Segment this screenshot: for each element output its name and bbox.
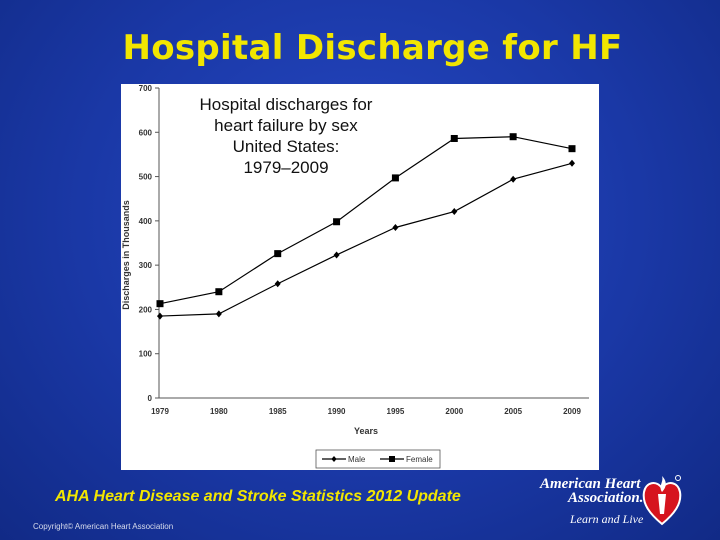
data-point-female [391,174,399,182]
chart-title-line-1: Hospital discharges for [199,95,373,114]
chart-title-line-2: heart failure by sex [214,116,358,135]
chart-title-line-3: United States: [232,137,340,156]
y-tick-label: 300 [139,261,153,270]
legend-marker-male [331,456,337,462]
data-point-female [215,288,223,296]
x-tick-label: 1979 [151,407,169,416]
series-line-male [159,162,573,317]
copyright-text: Copyright© American Heart Association [33,522,174,531]
x-tick-label: 1990 [328,407,346,416]
data-point-female [568,145,576,153]
data-point-male [510,175,517,183]
x-axis-title: Years [354,426,378,436]
data-point-female [450,134,458,142]
x-tick-label: 2000 [445,407,463,416]
data-point-male [333,251,340,259]
y-tick-label: 200 [139,305,153,314]
data-point-male [569,159,575,167]
y-tick-label: 700 [139,84,153,93]
series-line-female [159,136,573,305]
data-point-female [333,218,341,226]
x-tick-label: 1995 [387,407,405,416]
logo-text-line1: American Heart [540,476,641,492]
data-point-female [156,300,164,308]
x-tick-label: 1985 [269,407,287,416]
data-point-female [509,133,517,141]
x-tick-label: 2009 [563,407,581,416]
logo-text-line3: Learn and Live [570,512,644,526]
chart-panel: 0 100 200 300 400 500 600 700 1979 1980 1985 1990 19… [121,84,599,470]
source-text: AHA Heart Disease and Stroke Statistics … [55,488,461,505]
data-point-male [392,224,399,231]
heart-torch-icon [642,475,682,526]
y-tick-label: 600 [139,128,153,137]
data-point-female [274,250,282,258]
data-point-male [451,208,458,216]
chart-title-line-4: 1979–2009 [243,158,329,177]
y-tick-label: 500 [139,173,153,182]
chart-title: Hospital discharges for heart failure by… [161,94,411,178]
data-point-male [215,310,222,318]
line-chart: 0 100 200 300 400 500 600 700 1979 1980 1985 1990 19… [121,84,589,469]
legend-marker-female [389,456,395,462]
y-axis-title: Discharges in Thousands [121,200,131,310]
slide-title: Hospital Discharge for HF [122,28,623,68]
data-point-male [274,280,281,288]
y-tick-label: 400 [139,217,153,226]
y-tick-label: 100 [139,350,153,359]
legend-box [315,449,441,469]
logo-text-line2: Association. [568,490,644,506]
legend-label-female: Female [406,455,433,464]
legend-label-male: Male [348,455,366,464]
aha-logo: American Heart Association. Learn and Li… [538,468,698,534]
y-tick-label: 0 [148,394,153,403]
x-tick-label: 1980 [210,407,228,416]
data-point-male [157,312,163,320]
x-tick-label: 2005 [504,407,522,416]
